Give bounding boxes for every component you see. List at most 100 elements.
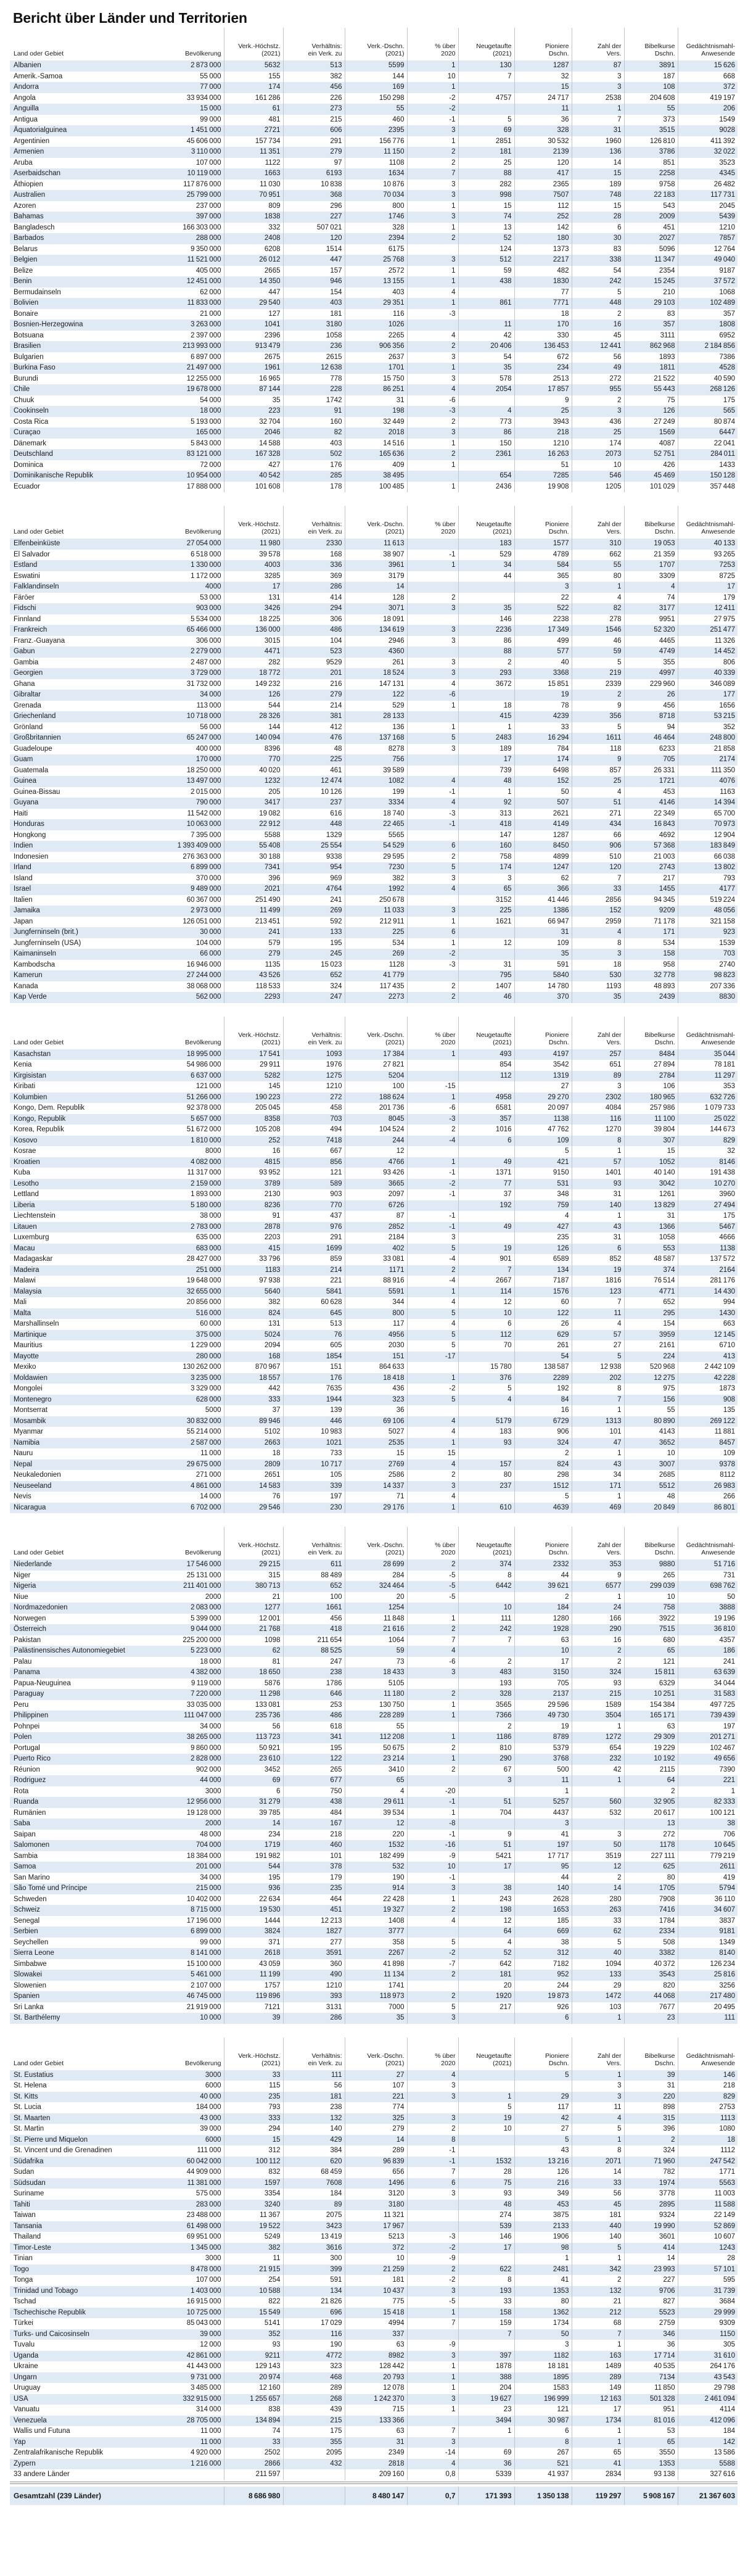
cell-neugetaufte: 12 (458, 938, 515, 949)
cell-bibelkurse: 2 (624, 1786, 678, 1797)
cell-steigerung (407, 1775, 459, 1786)
cell-steigerung: 3 (407, 668, 459, 679)
cell-versammlungen: 14 (572, 1883, 625, 1894)
cell-country: Saipan (14, 1830, 36, 1838)
cell-bibelkurse: 40 140 (624, 1168, 678, 1179)
cell-hoechstzahl: 1757 (224, 1980, 284, 1991)
cell-pioniere: 2238 (514, 614, 572, 625)
cell-country: Andorra (10, 82, 133, 93)
cell-neugetaufte: 1371 (458, 1168, 515, 1179)
cell-bevoelkerung: 104 000 (133, 938, 224, 949)
cell-versammlungen: 1816 (572, 1276, 625, 1287)
cell-bibelkurse: 76 514 (624, 1276, 678, 1287)
cell-country: Tahiti (10, 2199, 133, 2210)
cell-bibelkurse: 414 (624, 2242, 678, 2253)
cell-durchschnitt: 12 (345, 1818, 408, 1830)
country-row: Zentralafrikanische Republik 4 920 000 250… (10, 2448, 738, 2459)
cell-hoechstzahl: 332 (224, 222, 284, 233)
cell-steigerung: -3 (407, 959, 459, 970)
cell-neugetaufte: 158 (458, 2307, 515, 2318)
page-title: Bericht über Länder und Territorien (13, 10, 247, 26)
col-header-gedaechtnismahl: Gedächtnismahl- Anwesende (686, 521, 735, 535)
cell-gedaechtnismahl: 32 (727, 1147, 735, 1155)
cell-bevoelkerung: 375 000 (133, 1329, 224, 1340)
cell-gedaechtnismahl: 207 336 (710, 982, 735, 990)
cell-versammlungen: 21 (572, 2297, 625, 2308)
cell-gedaechtnismahl: 18 (678, 2134, 738, 2145)
country-row: Estland 1 330 000 4003 336 3961 1 34 584 55 1707 7… (10, 560, 738, 571)
cell-hoechstzahl: 824 (224, 1308, 284, 1319)
cell-durchschnitt: 21 616 (345, 1624, 408, 1635)
cell-country: Kenia (14, 1061, 32, 1068)
country-row: Moldawien 3 235 000 18 557 176 18 418 1 376 228… (10, 1373, 738, 1384)
cell-hoechstzahl: 18 225 (224, 614, 284, 625)
cell-durchschnitt: 775 (345, 2297, 408, 2308)
cell-versammlungen: 324 (572, 1667, 625, 1678)
cell-country: Grönland (14, 723, 43, 731)
cell-verhaeltnis: 120 (283, 233, 345, 244)
cell-hoechstzahl: 1183 (224, 1265, 284, 1276)
cell-durchschnitt: 70 034 (345, 190, 408, 201)
col-header-durchschnitt: Verk.-Dschn. (2021) (345, 2037, 408, 2070)
cell-durchschnitt: 2184 (345, 1232, 408, 1244)
cell-neugetaufte (458, 2437, 515, 2448)
country-row: Kirgisistan 6 637 000 5282 1275 5204 112 1319 8… (10, 1070, 738, 1081)
cell-durchschnitt: 147 131 (345, 679, 408, 690)
cell-country: Angola (14, 94, 36, 102)
country-row: Franz.-Guayana 306 000 3015 104 2946 3 86 499 46… (10, 635, 738, 646)
cell-gedaechtnismahl: 31 583 (678, 1689, 738, 1700)
cell-hoechstzahl: 2663 (224, 1437, 284, 1448)
cell-durchschnitt: 3961 (345, 560, 408, 571)
cell-verhaeltnis: 91 (283, 406, 345, 417)
cell-versammlungen: 68 (572, 2318, 625, 2329)
cell-bibelkurse: 23 993 (624, 2264, 678, 2275)
cell-bibelkurse: 31 (624, 2081, 678, 2092)
cell-bibelkurse: 3601 (624, 2232, 678, 2243)
cell-neugetaufte: 1016 (458, 1125, 515, 1136)
country-row: Serbien 6 899 000 3824 1827 3777 64 669 62 2334 9… (10, 1926, 738, 1938)
cell-verhaeltnis: 696 (283, 2307, 345, 2318)
cell-verhaeltnis: 151 (283, 1362, 345, 1373)
cell-versammlungen: 54 (572, 265, 625, 276)
cell-gedaechtnismahl: 1138 (678, 1243, 738, 1254)
cell-neugetaufte: 51 (458, 1797, 515, 1808)
country-row: Sudan 44 909 000 832 68 459 656 7 28 126 14 782 17… (10, 2167, 738, 2178)
cell-verhaeltnis: 238 (283, 2102, 345, 2113)
cell-verhaeltnis: 1058 (283, 330, 345, 341)
cell-neugetaufte: 19 (458, 2113, 515, 2124)
cell-versammlungen: 5 (572, 657, 625, 668)
cell-verhaeltnis: 88 489 (283, 1570, 345, 1581)
cell-gedaechtnismahl: 5588 (678, 2458, 738, 2469)
cell-steigerung: 7 (407, 2426, 459, 2437)
cell-verhaeltnis: 323 (283, 2361, 345, 2372)
cell-neugetaufte: 2361 (458, 449, 515, 460)
cell-durchschnitt: 532 (345, 1862, 408, 1873)
country-row: Barbados 288 000 2408 120 2394 2 52 180 30 2027 78… (10, 233, 738, 244)
cell-gedaechtnismahl: 117 731 (678, 190, 738, 201)
cell-gedaechtnismahl: 146 (678, 2070, 738, 2081)
cell-durchschnitt: 22 428 (345, 1894, 408, 1905)
cell-verhaeltnis: 76 (283, 1329, 345, 1340)
cell-hoechstzahl: 30 188 (224, 851, 284, 862)
cell-durchschnitt: 116 (345, 308, 408, 320)
cell-country: Frankreich (10, 625, 133, 636)
cell-bevoelkerung: 60 000 (133, 1319, 224, 1330)
cell-hoechstzahl: 29 215 (224, 1559, 284, 1571)
cell-pioniere: 15 851 (514, 679, 572, 690)
cell-pioniere: 330 (514, 330, 572, 341)
cell-pioniere: 13 216 (514, 2156, 572, 2167)
cell-country: Honduras (10, 819, 133, 830)
cell-bevoelkerung: 562 000 (133, 992, 224, 1003)
cell-pioniere: 234 (514, 363, 572, 374)
cell-pioniere: 1734 (514, 2318, 572, 2329)
cell-versammlungen: 40 (572, 1948, 625, 1959)
cell-durchschnitt: 14 (345, 582, 408, 593)
cell-country: Saba (10, 1818, 133, 1830)
col-header-hoechstzahl: Verk.-Höchstz. (2021) (224, 1016, 284, 1049)
cell-pioniere: 63 (514, 1635, 572, 1646)
cell-bevoelkerung: 53 000 (133, 592, 224, 603)
col-header-versammlungen: Zahl der Vers. (572, 28, 625, 60)
cell-verhaeltnis (283, 2469, 345, 2480)
cell-versammlungen: 166 (572, 1613, 625, 1624)
cell-bevoelkerung: 902 000 (133, 1764, 224, 1775)
